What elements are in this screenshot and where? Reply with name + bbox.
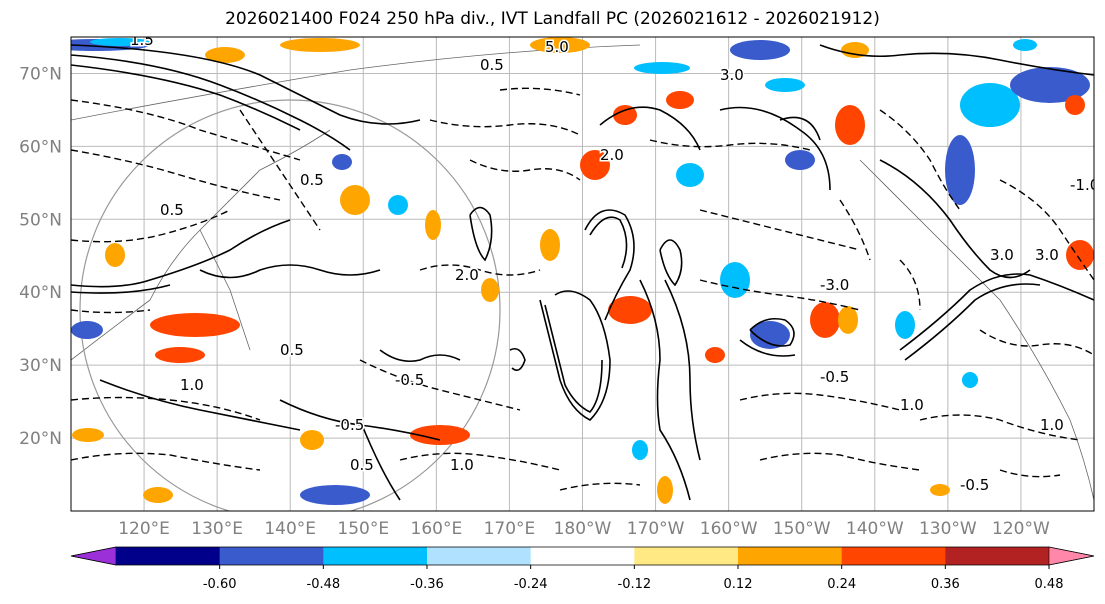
colorbar-segment [427, 547, 532, 565]
lon-tick-label: 140°W [846, 519, 904, 539]
lon-tick-label: 120°E [118, 519, 170, 539]
contour-labels: 5.0 3.0 2.0 3.0 3.0 2.0 0.5 1.0 0.5 -0.5 1.0 1.0 0.5… [129, 31, 1099, 496]
lat-tick-label: 30°N [19, 356, 62, 376]
colorbar-tick-label: -0.24 [514, 577, 548, 592]
contour-label: -0.5 [820, 368, 849, 386]
colorbar [70, 546, 1095, 566]
colorbar-segment [841, 547, 946, 565]
lon-tick-label: 130°W [919, 519, 977, 539]
colorbar-segment [530, 547, 635, 565]
contour-label: 0.5 [160, 201, 184, 219]
colorbar-segment [634, 547, 739, 565]
contour-label: 2.0 [600, 146, 624, 164]
colorbar-segment [116, 547, 221, 565]
colorbar-tick-label: -0.60 [203, 577, 237, 592]
colorbar-segment [738, 547, 843, 565]
colorbar-tick-label: -0.48 [307, 577, 341, 592]
colorbar-tick-label: 0.24 [827, 577, 856, 592]
contour-label: 1.0 [1040, 416, 1064, 434]
contour-label: 0.5 [480, 56, 504, 74]
range-circle [79, 99, 501, 511]
contour-label: -0.5 [335, 416, 364, 434]
lon-tick-label: 170°W [627, 519, 685, 539]
contour-label: 0.5 [350, 456, 374, 474]
lon-tick-label: 150°W [773, 519, 831, 539]
colorbar-tick-label: 0.36 [931, 577, 960, 592]
contour-label: -1.0 [1070, 176, 1099, 194]
lon-tick-label: 150°E [337, 519, 389, 539]
lon-tick-label: 130°E [191, 519, 243, 539]
colorbar-segment [219, 547, 324, 565]
lon-tick-label: 160°W [700, 519, 758, 539]
colorbar-tick-labels: -0.60 -0.48 -0.36 -0.24 -0.12 0.12 0.24 0.36 0.4… [203, 565, 1064, 592]
lat-tick-label: 20°N [19, 429, 62, 449]
lon-tick-label: 180°W [554, 519, 612, 539]
contour-label: -3.0 [820, 276, 849, 294]
lat-tick-label: 70°N [19, 64, 62, 84]
contour-label: 5.0 [545, 38, 569, 56]
gridlines [71, 37, 1094, 511]
contour-label: 1.0 [900, 396, 924, 414]
colorbar-tick-label: -0.36 [410, 577, 444, 592]
solid-contours [71, 44, 1094, 501]
contour-label: 3.0 [1035, 246, 1059, 264]
contour-label: 0.5 [300, 171, 324, 189]
lat-tick-label: 40°N [19, 283, 62, 303]
lat-tick-label: 50°N [19, 210, 62, 230]
colorbar-tick-label: 0.48 [1035, 577, 1064, 592]
contour-label: 1.0 [180, 376, 204, 394]
contour-label: 0.5 [280, 341, 304, 359]
contour-label: 2.0 [455, 266, 479, 284]
contour-label: 1.0 [450, 456, 474, 474]
contour-label: -0.5 [960, 476, 989, 494]
lon-tick-label: 160°E [411, 519, 463, 539]
colorbar-extend-low [70, 546, 117, 566]
colorbar-tick-label: 0.12 [724, 577, 753, 592]
map-title: 2026021400 F024 250 hPa div., IVT Landfa… [225, 9, 880, 29]
colorbar-segment [323, 547, 428, 565]
plot-frame [70, 36, 1095, 512]
lon-tick-label: 140°E [264, 519, 316, 539]
contour-label: 3.0 [990, 246, 1014, 264]
colorbar-extend-high [1048, 546, 1095, 566]
lat-tick-label: 60°N [19, 137, 62, 157]
latitude-labels: 70°N 60°N 50°N 40°N 30°N 20°N [19, 64, 62, 449]
longitude-labels: 120°E 130°E 140°E 150°E 160°E 170°E 180°W 170°W… [118, 519, 1050, 539]
contour-label: 1.5 [130, 31, 154, 49]
contour-label: -0.5 [395, 371, 424, 389]
contour-label: 3.0 [720, 66, 744, 84]
lon-tick-label: 170°E [484, 519, 536, 539]
divergence-shading [71, 37, 1094, 505]
lon-tick-label: 120°W [992, 519, 1050, 539]
colorbar-outline [70, 546, 1095, 566]
colorbar-tick-label: -0.12 [618, 577, 652, 592]
colorbar-segment [945, 547, 1050, 565]
dashed-contours [71, 87, 1094, 491]
